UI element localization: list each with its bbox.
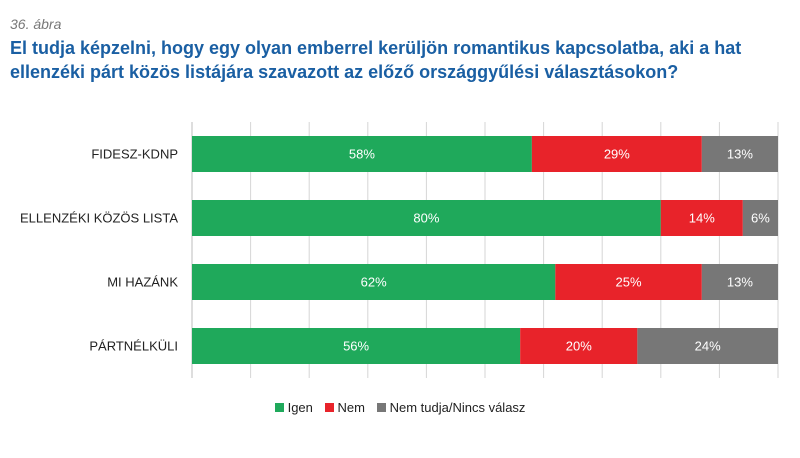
legend-item-nem-tudja: Nem tudja/Nincs válasz (376, 400, 526, 415)
category-label: FIDESZ-KDNP (91, 147, 178, 162)
category-label: PÁRTNÉLKÜLI (89, 339, 178, 354)
category-label: MI HAZÁNK (107, 275, 178, 290)
data-label: 25% (616, 275, 642, 290)
bar-segment (192, 200, 661, 236)
chart-legend: Igen Nem Nem tudja/Nincs válasz (0, 400, 800, 415)
bar-segment (520, 328, 638, 364)
data-label: 58% (349, 147, 375, 162)
category-label: ELLENZÉKI KÖZÖS LISTA (20, 211, 178, 226)
bar-segment (637, 328, 778, 364)
data-label: 29% (604, 147, 630, 162)
data-label: 6% (751, 211, 770, 226)
bar-segment (531, 136, 702, 172)
data-label: 13% (727, 275, 753, 290)
legend-item-nem: Nem (324, 400, 365, 415)
data-label: 14% (689, 211, 715, 226)
data-label: 24% (695, 339, 721, 354)
legend-label-igen: Igen (287, 400, 313, 415)
figure-label: 36. ábra (10, 16, 62, 32)
legend-swatch-igen (274, 403, 284, 412)
bar-segment (192, 264, 556, 300)
legend-swatch-nem-tudja (376, 403, 386, 412)
legend-label-nem-tudja: Nem tudja/Nincs válasz (389, 400, 526, 415)
bar-segment (701, 264, 778, 300)
bar-segment (192, 136, 532, 172)
legend-item-igen: Igen (274, 400, 313, 415)
data-label: 13% (727, 147, 753, 162)
bar-segment (192, 328, 521, 364)
legend-label-nem: Nem (337, 400, 365, 415)
data-label: 20% (566, 339, 592, 354)
data-label: 56% (343, 339, 369, 354)
chart-title: El tudja képzelni, hogy egy olyan emberr… (10, 38, 742, 82)
data-label: 80% (413, 211, 439, 226)
bar-segment (701, 136, 778, 172)
data-label: 62% (361, 275, 387, 290)
legend-swatch-nem (324, 403, 334, 412)
bar-segment (660, 200, 743, 236)
bar-segment (555, 264, 702, 300)
bar-segment (742, 200, 778, 236)
